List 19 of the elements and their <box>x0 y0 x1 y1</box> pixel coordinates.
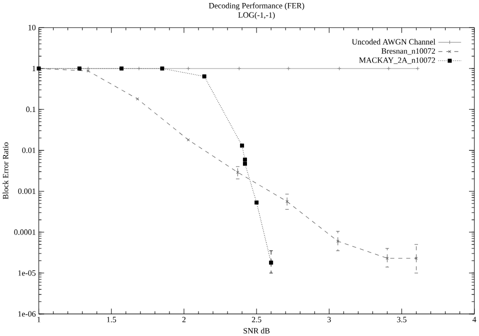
point <box>336 240 340 243</box>
point <box>86 69 90 72</box>
point <box>286 66 291 70</box>
point <box>269 260 274 265</box>
point <box>136 66 141 70</box>
point <box>136 97 140 100</box>
point <box>86 66 90 70</box>
point <box>242 162 247 166</box>
point <box>240 144 244 148</box>
point <box>254 200 259 204</box>
point <box>160 66 164 70</box>
point <box>186 66 190 70</box>
point <box>386 66 391 70</box>
point <box>202 74 206 78</box>
point <box>77 66 82 70</box>
point <box>237 66 242 70</box>
point <box>242 158 247 162</box>
point <box>120 66 124 70</box>
point <box>337 66 342 70</box>
